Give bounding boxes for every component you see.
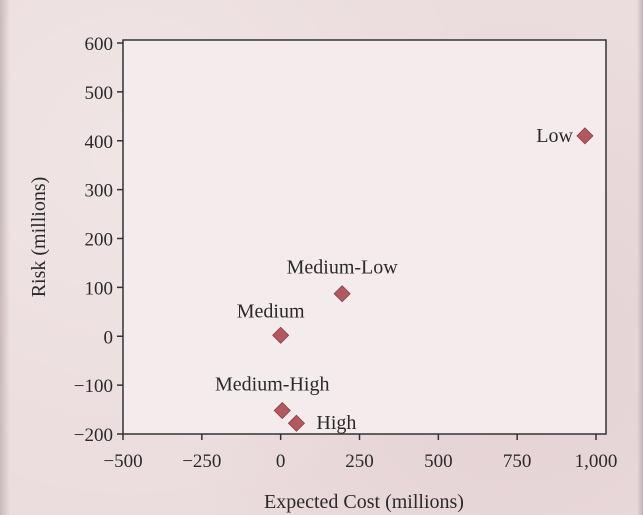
point-label: Medium-High xyxy=(215,374,329,396)
point-marker xyxy=(273,401,291,420)
x-tick-label: 0 xyxy=(276,451,286,472)
x-axis-title: Expected Cost (millions) xyxy=(264,491,464,513)
y-tick-label: −200 xyxy=(74,425,113,446)
data-points: Low Medium-Low Medium Medium-High High xyxy=(215,125,594,434)
y-axis-title: Risk (millions) xyxy=(28,177,50,298)
point-label: High xyxy=(316,412,356,434)
y-tick-label: −100 xyxy=(74,376,113,397)
y-tick-label: 600 xyxy=(85,34,114,55)
x-tick-label: 1,000 xyxy=(575,451,618,472)
scan-shadow-right xyxy=(637,0,643,515)
point-label: Medium-Low xyxy=(287,257,399,279)
y-tick-label: 100 xyxy=(85,278,114,299)
point-marker xyxy=(333,285,351,303)
x-tick-label: 750 xyxy=(503,451,532,472)
x-axis: −500 −250 0 250 500 750 1,000 xyxy=(103,434,617,472)
scan-shadow-left xyxy=(0,0,10,515)
y-tick-label: 300 xyxy=(85,181,114,202)
y-tick-label: 200 xyxy=(85,230,114,251)
plot-area xyxy=(122,39,607,435)
x-tick-label: −500 xyxy=(103,451,142,472)
point-marker xyxy=(287,414,305,432)
x-tick-label: 500 xyxy=(424,451,453,472)
x-tick-label: −250 xyxy=(182,451,221,472)
y-tick-label: 500 xyxy=(85,83,114,104)
y-tick-label: 400 xyxy=(85,132,114,153)
point-marker xyxy=(576,127,594,145)
point-marker xyxy=(272,326,290,344)
y-axis: 600 500 400 300 200 100 0 −100 −200 xyxy=(74,34,123,446)
x-tick-label: 250 xyxy=(345,451,374,472)
point-label: Medium xyxy=(237,300,305,322)
point-label: Low xyxy=(536,125,573,147)
y-tick-label: 0 xyxy=(104,327,114,348)
